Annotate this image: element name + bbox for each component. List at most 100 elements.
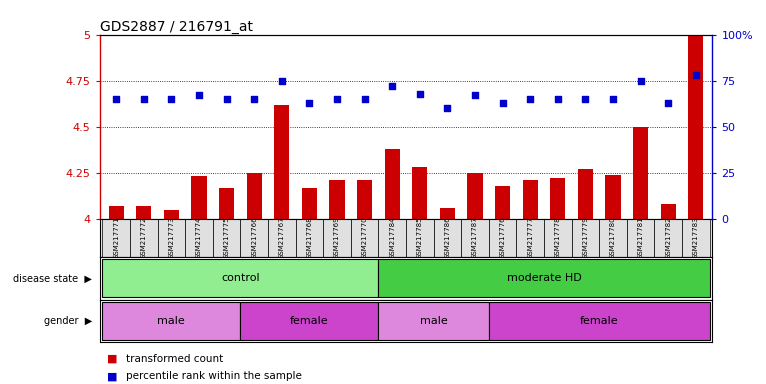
Text: female: female	[290, 316, 329, 326]
FancyBboxPatch shape	[296, 219, 323, 257]
FancyBboxPatch shape	[599, 219, 627, 257]
Text: GSM217770: GSM217770	[362, 217, 368, 260]
Point	[110, 96, 123, 102]
FancyBboxPatch shape	[351, 219, 378, 257]
Point	[552, 96, 564, 102]
Text: GSM217767: GSM217767	[279, 217, 285, 260]
Bar	[605, 175, 620, 219]
Bar	[660, 204, 676, 219]
Bar	[412, 167, 427, 219]
Text: GSM217787: GSM217787	[472, 217, 478, 260]
FancyBboxPatch shape	[378, 219, 406, 257]
Point	[414, 91, 426, 97]
Text: ■: ■	[107, 371, 118, 381]
Text: GSM217776: GSM217776	[499, 217, 506, 260]
FancyBboxPatch shape	[461, 219, 489, 257]
Point	[193, 92, 205, 98]
FancyBboxPatch shape	[185, 219, 213, 257]
Text: female: female	[580, 316, 618, 326]
FancyBboxPatch shape	[323, 219, 351, 257]
Text: GSM217774: GSM217774	[196, 217, 202, 259]
Point	[331, 96, 343, 102]
FancyBboxPatch shape	[516, 219, 544, 257]
Bar	[247, 173, 262, 219]
Bar	[522, 180, 538, 219]
Point	[165, 96, 178, 102]
Point	[303, 100, 316, 106]
Text: GSM217777: GSM217777	[527, 217, 533, 260]
Bar	[688, 35, 703, 219]
Point	[496, 100, 509, 106]
FancyBboxPatch shape	[654, 219, 682, 257]
Text: male: male	[158, 316, 185, 326]
Text: GSM217775: GSM217775	[224, 217, 230, 259]
Bar	[109, 206, 124, 219]
Text: GSM217769: GSM217769	[334, 217, 340, 260]
FancyBboxPatch shape	[406, 219, 434, 257]
Text: GSM217771: GSM217771	[113, 217, 119, 260]
Text: control: control	[221, 273, 260, 283]
FancyBboxPatch shape	[571, 219, 599, 257]
Bar	[495, 186, 510, 219]
FancyBboxPatch shape	[434, 219, 461, 257]
Point	[248, 96, 260, 102]
Bar	[633, 127, 648, 219]
FancyBboxPatch shape	[213, 219, 241, 257]
Text: male: male	[420, 316, 447, 326]
FancyBboxPatch shape	[489, 302, 709, 339]
Point	[634, 78, 647, 84]
FancyBboxPatch shape	[627, 219, 654, 257]
FancyBboxPatch shape	[103, 302, 241, 339]
FancyBboxPatch shape	[489, 219, 516, 257]
Point	[221, 96, 233, 102]
Bar	[136, 206, 152, 219]
FancyBboxPatch shape	[268, 219, 296, 257]
Point	[469, 92, 481, 98]
Text: moderate HD: moderate HD	[506, 273, 581, 283]
Point	[441, 105, 453, 111]
Text: gender  ▶: gender ▶	[44, 316, 92, 326]
Bar	[192, 177, 207, 219]
Text: GSM217768: GSM217768	[306, 217, 313, 260]
FancyBboxPatch shape	[103, 219, 130, 257]
Bar	[550, 178, 565, 219]
Text: GSM217780: GSM217780	[610, 217, 616, 260]
Point	[138, 96, 150, 102]
Text: GSM217785: GSM217785	[417, 217, 423, 259]
Point	[358, 96, 371, 102]
Text: GSM217766: GSM217766	[251, 217, 257, 260]
FancyBboxPatch shape	[378, 302, 489, 339]
Bar	[578, 169, 593, 219]
Bar	[219, 187, 234, 219]
Text: GDS2887 / 216791_at: GDS2887 / 216791_at	[100, 20, 253, 33]
Bar	[440, 208, 455, 219]
Text: GSM217786: GSM217786	[444, 217, 450, 260]
Text: GSM217783: GSM217783	[692, 217, 699, 260]
FancyBboxPatch shape	[378, 260, 709, 297]
Point	[386, 83, 398, 89]
Point	[662, 100, 674, 106]
Bar	[329, 180, 345, 219]
Text: GSM217773: GSM217773	[169, 217, 175, 260]
Bar	[302, 187, 317, 219]
Text: GSM217781: GSM217781	[637, 217, 643, 260]
Text: GSM217779: GSM217779	[582, 217, 588, 260]
Point	[689, 72, 702, 78]
Text: GSM217784: GSM217784	[389, 217, 395, 259]
FancyBboxPatch shape	[544, 219, 571, 257]
FancyBboxPatch shape	[682, 219, 709, 257]
Bar	[385, 149, 400, 219]
Text: GSM217778: GSM217778	[555, 217, 561, 260]
Text: percentile rank within the sample: percentile rank within the sample	[126, 371, 303, 381]
FancyBboxPatch shape	[103, 260, 378, 297]
Bar	[274, 104, 290, 219]
Point	[524, 96, 536, 102]
Text: GSM217782: GSM217782	[665, 217, 671, 259]
Point	[276, 78, 288, 84]
Text: disease state  ▶: disease state ▶	[13, 273, 92, 283]
Text: transformed count: transformed count	[126, 354, 224, 364]
FancyBboxPatch shape	[130, 219, 158, 257]
Text: ■: ■	[107, 354, 118, 364]
Bar	[164, 210, 179, 219]
Text: GSM217772: GSM217772	[141, 217, 147, 259]
